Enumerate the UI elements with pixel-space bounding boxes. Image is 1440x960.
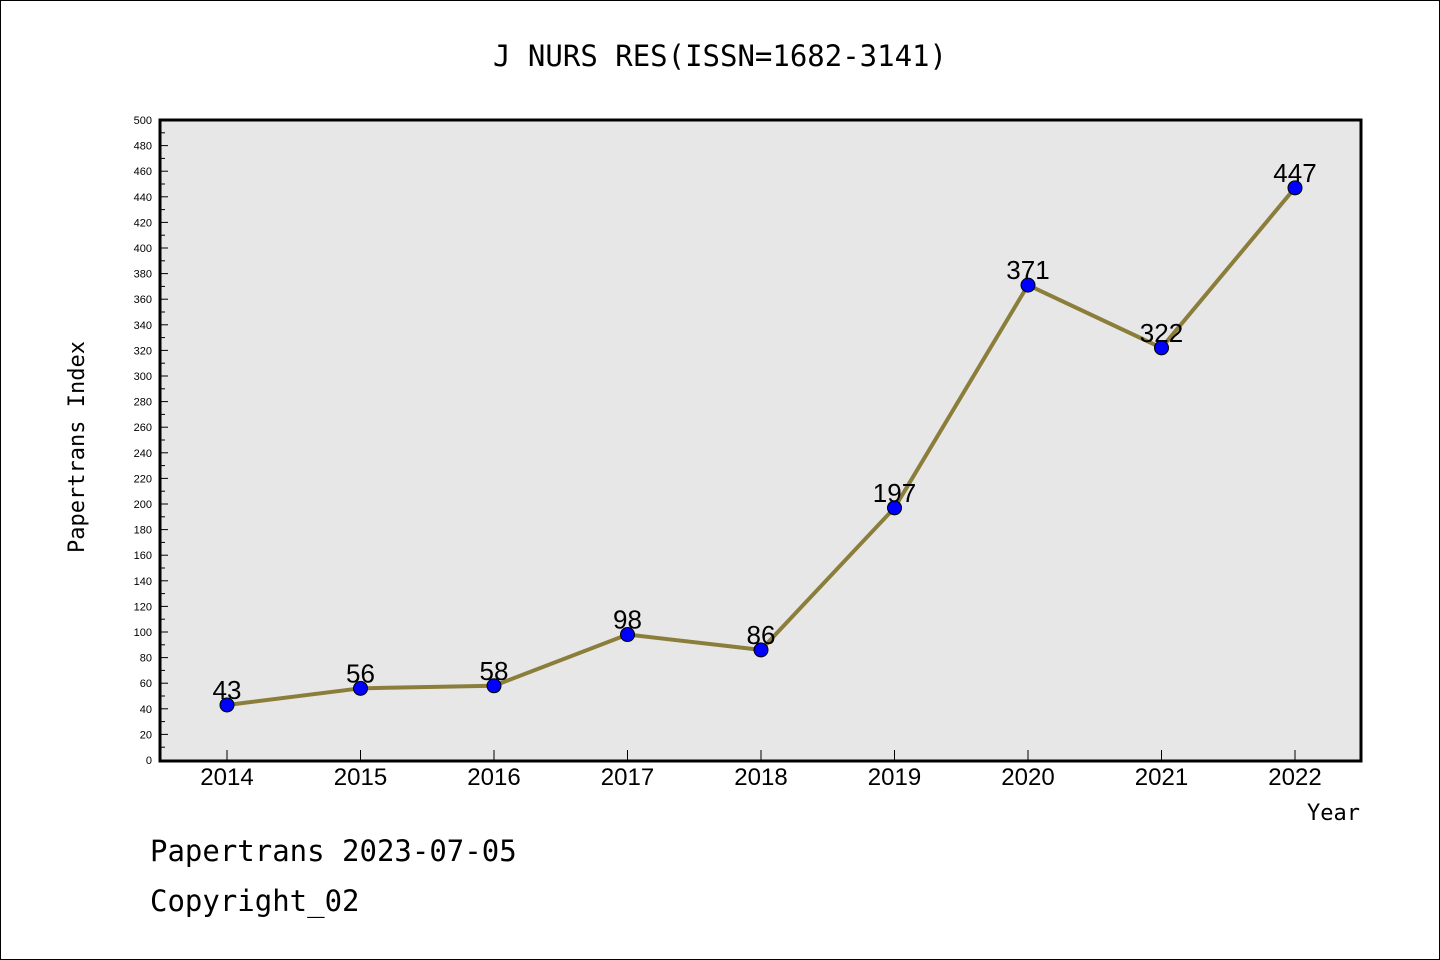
y-tick-label: 240 [134,448,152,460]
x-tick-label: 2017 [601,764,654,791]
y-axis: 0 20 40 60 80 100 120 140 160 180 200 220 240 260 280 3… [134,115,168,767]
y-tick-label: 0 [146,755,152,767]
data-point [620,627,635,643]
y-tick-label: 480 [134,141,152,153]
y-tick-label: 140 [134,576,152,588]
y-tick-label: 400 [134,243,152,255]
data-label: 197 [873,478,916,508]
y-tick-label: 320 [134,345,152,357]
data-point [219,697,235,713]
y-tick-label: 20 [140,729,152,741]
data-point [887,500,902,516]
y-tick-label: 300 [134,371,152,383]
data-label: 447 [1273,158,1316,188]
y-tick-label: 440 [134,192,152,204]
y-tick-label: 100 [134,627,152,639]
x-tick-label: 2016 [467,764,520,791]
y-tick-label: 360 [134,294,152,306]
series-line: 43 56 58 98 86 197 371 322 447 [213,158,1317,713]
plot-area [158,118,1363,763]
y-tick-label: 180 [134,525,152,537]
y-tick-label: 220 [134,473,152,485]
y-tick-label: 260 [134,422,152,434]
x-tick-label: 2019 [868,764,921,791]
y-axis-label: Papertrans Index [65,341,90,553]
y-tick-label: 340 [134,320,152,332]
data-point [353,680,368,696]
x-tick-label: 2021 [1135,764,1188,791]
data-label: 43 [213,675,242,705]
y-tick-label: 280 [134,397,152,409]
data-label: 58 [480,656,509,686]
y-tick-label: 160 [134,550,152,562]
data-point [1287,180,1303,196]
y-tick-label: 60 [140,678,152,690]
x-axis: 2014 2015 2016 2017 2018 2019 2020 2021 2022 [200,750,1322,791]
y-tick-label: 500 [134,115,152,127]
x-tick-label: 2015 [334,764,387,791]
data-point [1154,340,1169,356]
y-tick-label: 80 [140,653,152,665]
x-tick-label: 2020 [1001,764,1054,791]
x-axis-label: Year [1307,801,1360,826]
footer-copyright: Copyright_02 [150,884,360,918]
chart-title: J NURS RES(ISSN=1682-3141) [493,39,947,73]
data-point [486,678,502,694]
y-tick-label: 380 [134,269,152,281]
footer-date: Papertrans 2023-07-05 [150,834,517,868]
y-tick-label: 460 [134,166,152,178]
data-label: 98 [613,605,642,635]
y-tick-label: 420 [134,217,152,229]
y-tick-label: 200 [134,499,152,511]
data-label: 86 [747,620,776,650]
x-tick-label: 2018 [734,764,787,791]
y-tick-label: 40 [140,704,152,716]
x-tick-label: 2022 [1268,764,1321,791]
data-label: 56 [346,658,375,688]
x-tick-label: 2014 [200,764,253,791]
data-label: 322 [1140,318,1183,348]
data-point [1020,277,1036,293]
y-tick-label: 120 [134,601,152,613]
data-point [753,642,769,658]
data-label: 371 [1006,255,1049,285]
